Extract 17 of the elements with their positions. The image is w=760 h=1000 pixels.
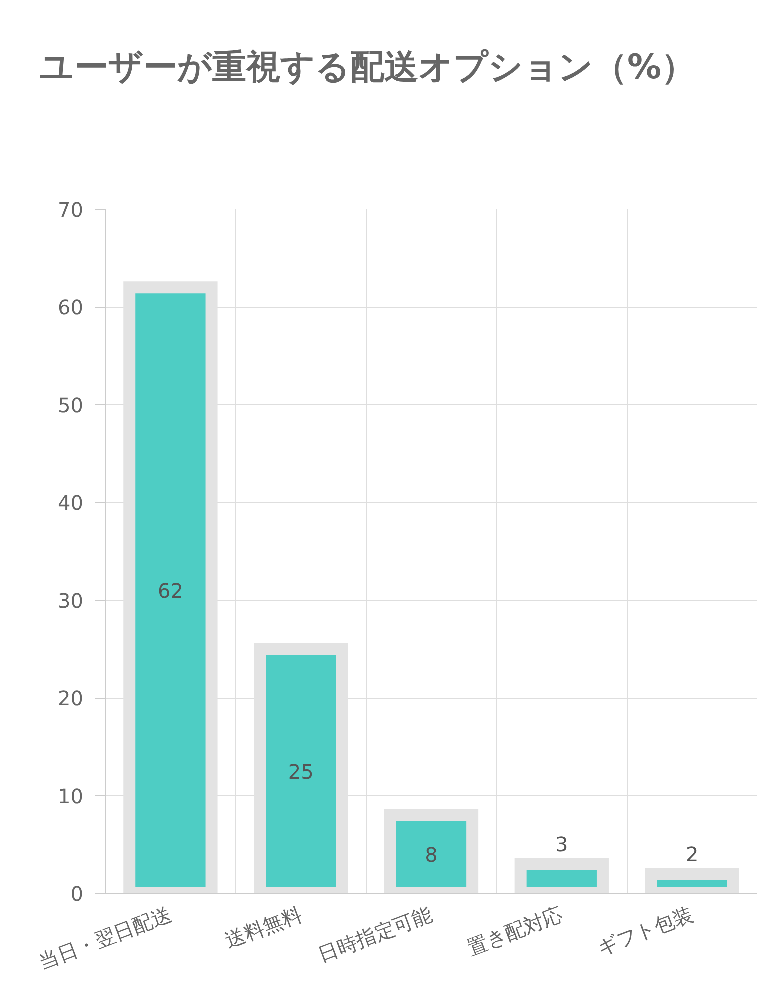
data-label: 8 (425, 842, 438, 867)
y-tick-label: 10 (58, 784, 84, 808)
x-tick-label: 日時指定可能 (314, 902, 436, 968)
data-label: 3 (556, 832, 568, 857)
x-tick-label: 送料無料 (222, 902, 306, 953)
y-tick-label: 60 (58, 296, 84, 320)
data-label: 62 (158, 579, 184, 604)
y-tick-label: 40 (58, 491, 84, 516)
data-label: 25 (288, 760, 314, 784)
y-tick-label: 20 (58, 686, 84, 711)
y-tick-label: 30 (58, 588, 84, 613)
y-tick-label: 70 (58, 198, 84, 222)
data-label: 2 (686, 842, 699, 866)
x-tick-label: 置き配対応 (464, 902, 566, 960)
x-tick-label: ギフト包装 (594, 902, 697, 960)
chart-title: ユーザーが重視する配送オプション（%） (40, 48, 696, 88)
y-tick-label: 50 (58, 393, 84, 418)
